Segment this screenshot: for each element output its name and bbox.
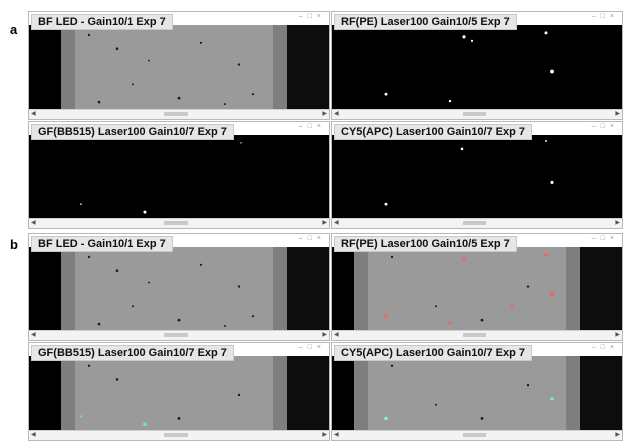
minimize-icon[interactable]: – bbox=[298, 13, 308, 20]
window-title: BF LED - Gain10/1 Exp 7 bbox=[31, 236, 173, 252]
image-view[interactable] bbox=[29, 356, 329, 431]
window-controls: –□× bbox=[299, 235, 326, 242]
scroll-thumb[interactable] bbox=[164, 433, 188, 437]
window-controls: –□× bbox=[299, 123, 326, 130]
maximize-icon[interactable]: □ bbox=[307, 123, 317, 130]
close-icon[interactable]: × bbox=[316, 235, 326, 242]
image-view[interactable] bbox=[332, 135, 622, 219]
scroll-thumb[interactable] bbox=[462, 433, 486, 437]
scroll-right-icon[interactable]: ▶ bbox=[615, 332, 620, 338]
close-icon[interactable]: × bbox=[316, 13, 326, 20]
window-a-bf[interactable]: BF LED - Gain10/1 Exp 7 –□× ◀ ▶ bbox=[28, 11, 330, 120]
scroll-left-icon[interactable]: ◀ bbox=[334, 332, 339, 338]
cy5-fluorescence-image bbox=[332, 135, 622, 219]
horizontal-scrollbar[interactable]: ◀ ▶ bbox=[29, 218, 329, 228]
scroll-thumb[interactable] bbox=[462, 221, 486, 225]
scroll-left-icon[interactable]: ◀ bbox=[31, 432, 36, 438]
image-view[interactable] bbox=[29, 135, 329, 219]
horizontal-scrollbar[interactable]: ◀ ▶ bbox=[332, 430, 622, 440]
scroll-right-icon[interactable]: ▶ bbox=[322, 432, 327, 438]
window-controls: –□× bbox=[592, 123, 619, 130]
close-icon[interactable]: × bbox=[316, 344, 326, 351]
scroll-thumb[interactable] bbox=[462, 112, 486, 116]
horizontal-scrollbar[interactable]: ◀ ▶ bbox=[332, 330, 622, 340]
scroll-thumb[interactable] bbox=[164, 221, 188, 225]
window-a-cy5[interactable]: CY5(APC) Laser100 Gain10/7 Exp 7 –□× ◀ ▶ bbox=[331, 121, 623, 229]
scroll-thumb[interactable] bbox=[462, 333, 486, 337]
gf-overlay-image bbox=[29, 356, 329, 431]
minimize-icon[interactable]: – bbox=[591, 123, 601, 130]
image-view[interactable] bbox=[332, 356, 622, 431]
close-icon[interactable]: × bbox=[609, 123, 619, 130]
window-title: RF(PE) Laser100 Gain10/5 Exp 7 bbox=[334, 14, 517, 30]
scroll-right-icon[interactable]: ▶ bbox=[615, 220, 620, 226]
scroll-left-icon[interactable]: ◀ bbox=[334, 220, 339, 226]
panel-label-b: b bbox=[10, 237, 18, 252]
maximize-icon[interactable]: □ bbox=[600, 13, 610, 20]
window-b-rf[interactable]: RF(PE) Laser100 Gain10/5 Exp 7 –□× ◀ ▶ bbox=[331, 233, 623, 341]
scroll-left-icon[interactable]: ◀ bbox=[334, 111, 339, 117]
scroll-right-icon[interactable]: ▶ bbox=[322, 111, 327, 117]
image-view[interactable] bbox=[332, 25, 622, 110]
maximize-icon[interactable]: □ bbox=[600, 235, 610, 242]
window-title: CY5(APC) Laser100 Gain10/7 Exp 7 bbox=[334, 345, 533, 361]
minimize-icon[interactable]: – bbox=[591, 13, 601, 20]
scroll-thumb[interactable] bbox=[164, 112, 188, 116]
window-controls: –□× bbox=[299, 344, 326, 351]
panel-label-a: a bbox=[10, 22, 18, 37]
window-controls: –□× bbox=[299, 13, 326, 20]
close-icon[interactable]: × bbox=[609, 344, 619, 351]
minimize-icon[interactable]: – bbox=[298, 123, 308, 130]
window-controls: –□× bbox=[592, 235, 619, 242]
window-title: CY5(APC) Laser100 Gain10/7 Exp 7 bbox=[334, 124, 533, 140]
window-b-gf[interactable]: GF(BB515) Laser100 Gain10/7 Exp 7 –□× ◀ … bbox=[28, 342, 330, 441]
rf-overlay-image bbox=[332, 247, 622, 331]
minimize-icon[interactable]: – bbox=[298, 344, 308, 351]
window-b-cy5[interactable]: CY5(APC) Laser100 Gain10/7 Exp 7 –□× ◀ ▶ bbox=[331, 342, 623, 441]
image-view[interactable] bbox=[332, 247, 622, 331]
scroll-right-icon[interactable]: ▶ bbox=[615, 432, 620, 438]
window-title: GF(BB515) Laser100 Gain10/7 Exp 7 bbox=[31, 124, 234, 140]
window-title: RF(PE) Laser100 Gain10/5 Exp 7 bbox=[334, 236, 517, 252]
minimize-icon[interactable]: – bbox=[298, 235, 308, 242]
window-title: BF LED - Gain10/1 Exp 7 bbox=[31, 14, 173, 30]
scroll-right-icon[interactable]: ▶ bbox=[322, 220, 327, 226]
maximize-icon[interactable]: □ bbox=[307, 235, 317, 242]
cy5-overlay-image bbox=[332, 356, 622, 431]
window-title: GF(BB515) Laser100 Gain10/7 Exp 7 bbox=[31, 345, 234, 361]
horizontal-scrollbar[interactable]: ◀ ▶ bbox=[29, 430, 329, 440]
close-icon[interactable]: × bbox=[316, 123, 326, 130]
window-controls: –□× bbox=[592, 13, 619, 20]
scroll-left-icon[interactable]: ◀ bbox=[31, 111, 36, 117]
maximize-icon[interactable]: □ bbox=[307, 344, 317, 351]
horizontal-scrollbar[interactable]: ◀ ▶ bbox=[332, 218, 622, 228]
image-view[interactable] bbox=[29, 247, 329, 331]
gf-fluorescence-image bbox=[29, 135, 329, 219]
brightfield-image bbox=[29, 247, 329, 331]
window-controls: –□× bbox=[592, 344, 619, 351]
window-a-rf[interactable]: RF(PE) Laser100 Gain10/5 Exp 7 –□× ◀ ▶ bbox=[331, 11, 623, 120]
scroll-right-icon[interactable]: ▶ bbox=[615, 111, 620, 117]
scroll-left-icon[interactable]: ◀ bbox=[31, 220, 36, 226]
rf-fluorescence-image bbox=[332, 25, 622, 110]
brightfield-image bbox=[29, 25, 329, 110]
image-view[interactable] bbox=[29, 25, 329, 110]
close-icon[interactable]: × bbox=[609, 13, 619, 20]
close-icon[interactable]: × bbox=[609, 235, 619, 242]
maximize-icon[interactable]: □ bbox=[600, 344, 610, 351]
scroll-thumb[interactable] bbox=[164, 333, 188, 337]
scroll-left-icon[interactable]: ◀ bbox=[334, 432, 339, 438]
horizontal-scrollbar[interactable]: ◀ ▶ bbox=[29, 330, 329, 340]
minimize-icon[interactable]: – bbox=[591, 344, 601, 351]
scroll-right-icon[interactable]: ▶ bbox=[322, 332, 327, 338]
maximize-icon[interactable]: □ bbox=[600, 123, 610, 130]
minimize-icon[interactable]: – bbox=[591, 235, 601, 242]
horizontal-scrollbar[interactable]: ◀ ▶ bbox=[332, 109, 622, 119]
window-a-gf[interactable]: GF(BB515) Laser100 Gain10/7 Exp 7 –□× ◀ … bbox=[28, 121, 330, 229]
window-b-bf[interactable]: BF LED - Gain10/1 Exp 7 –□× ◀ ▶ bbox=[28, 233, 330, 341]
maximize-icon[interactable]: □ bbox=[307, 13, 317, 20]
horizontal-scrollbar[interactable]: ◀ ▶ bbox=[29, 109, 329, 119]
scroll-left-icon[interactable]: ◀ bbox=[31, 332, 36, 338]
